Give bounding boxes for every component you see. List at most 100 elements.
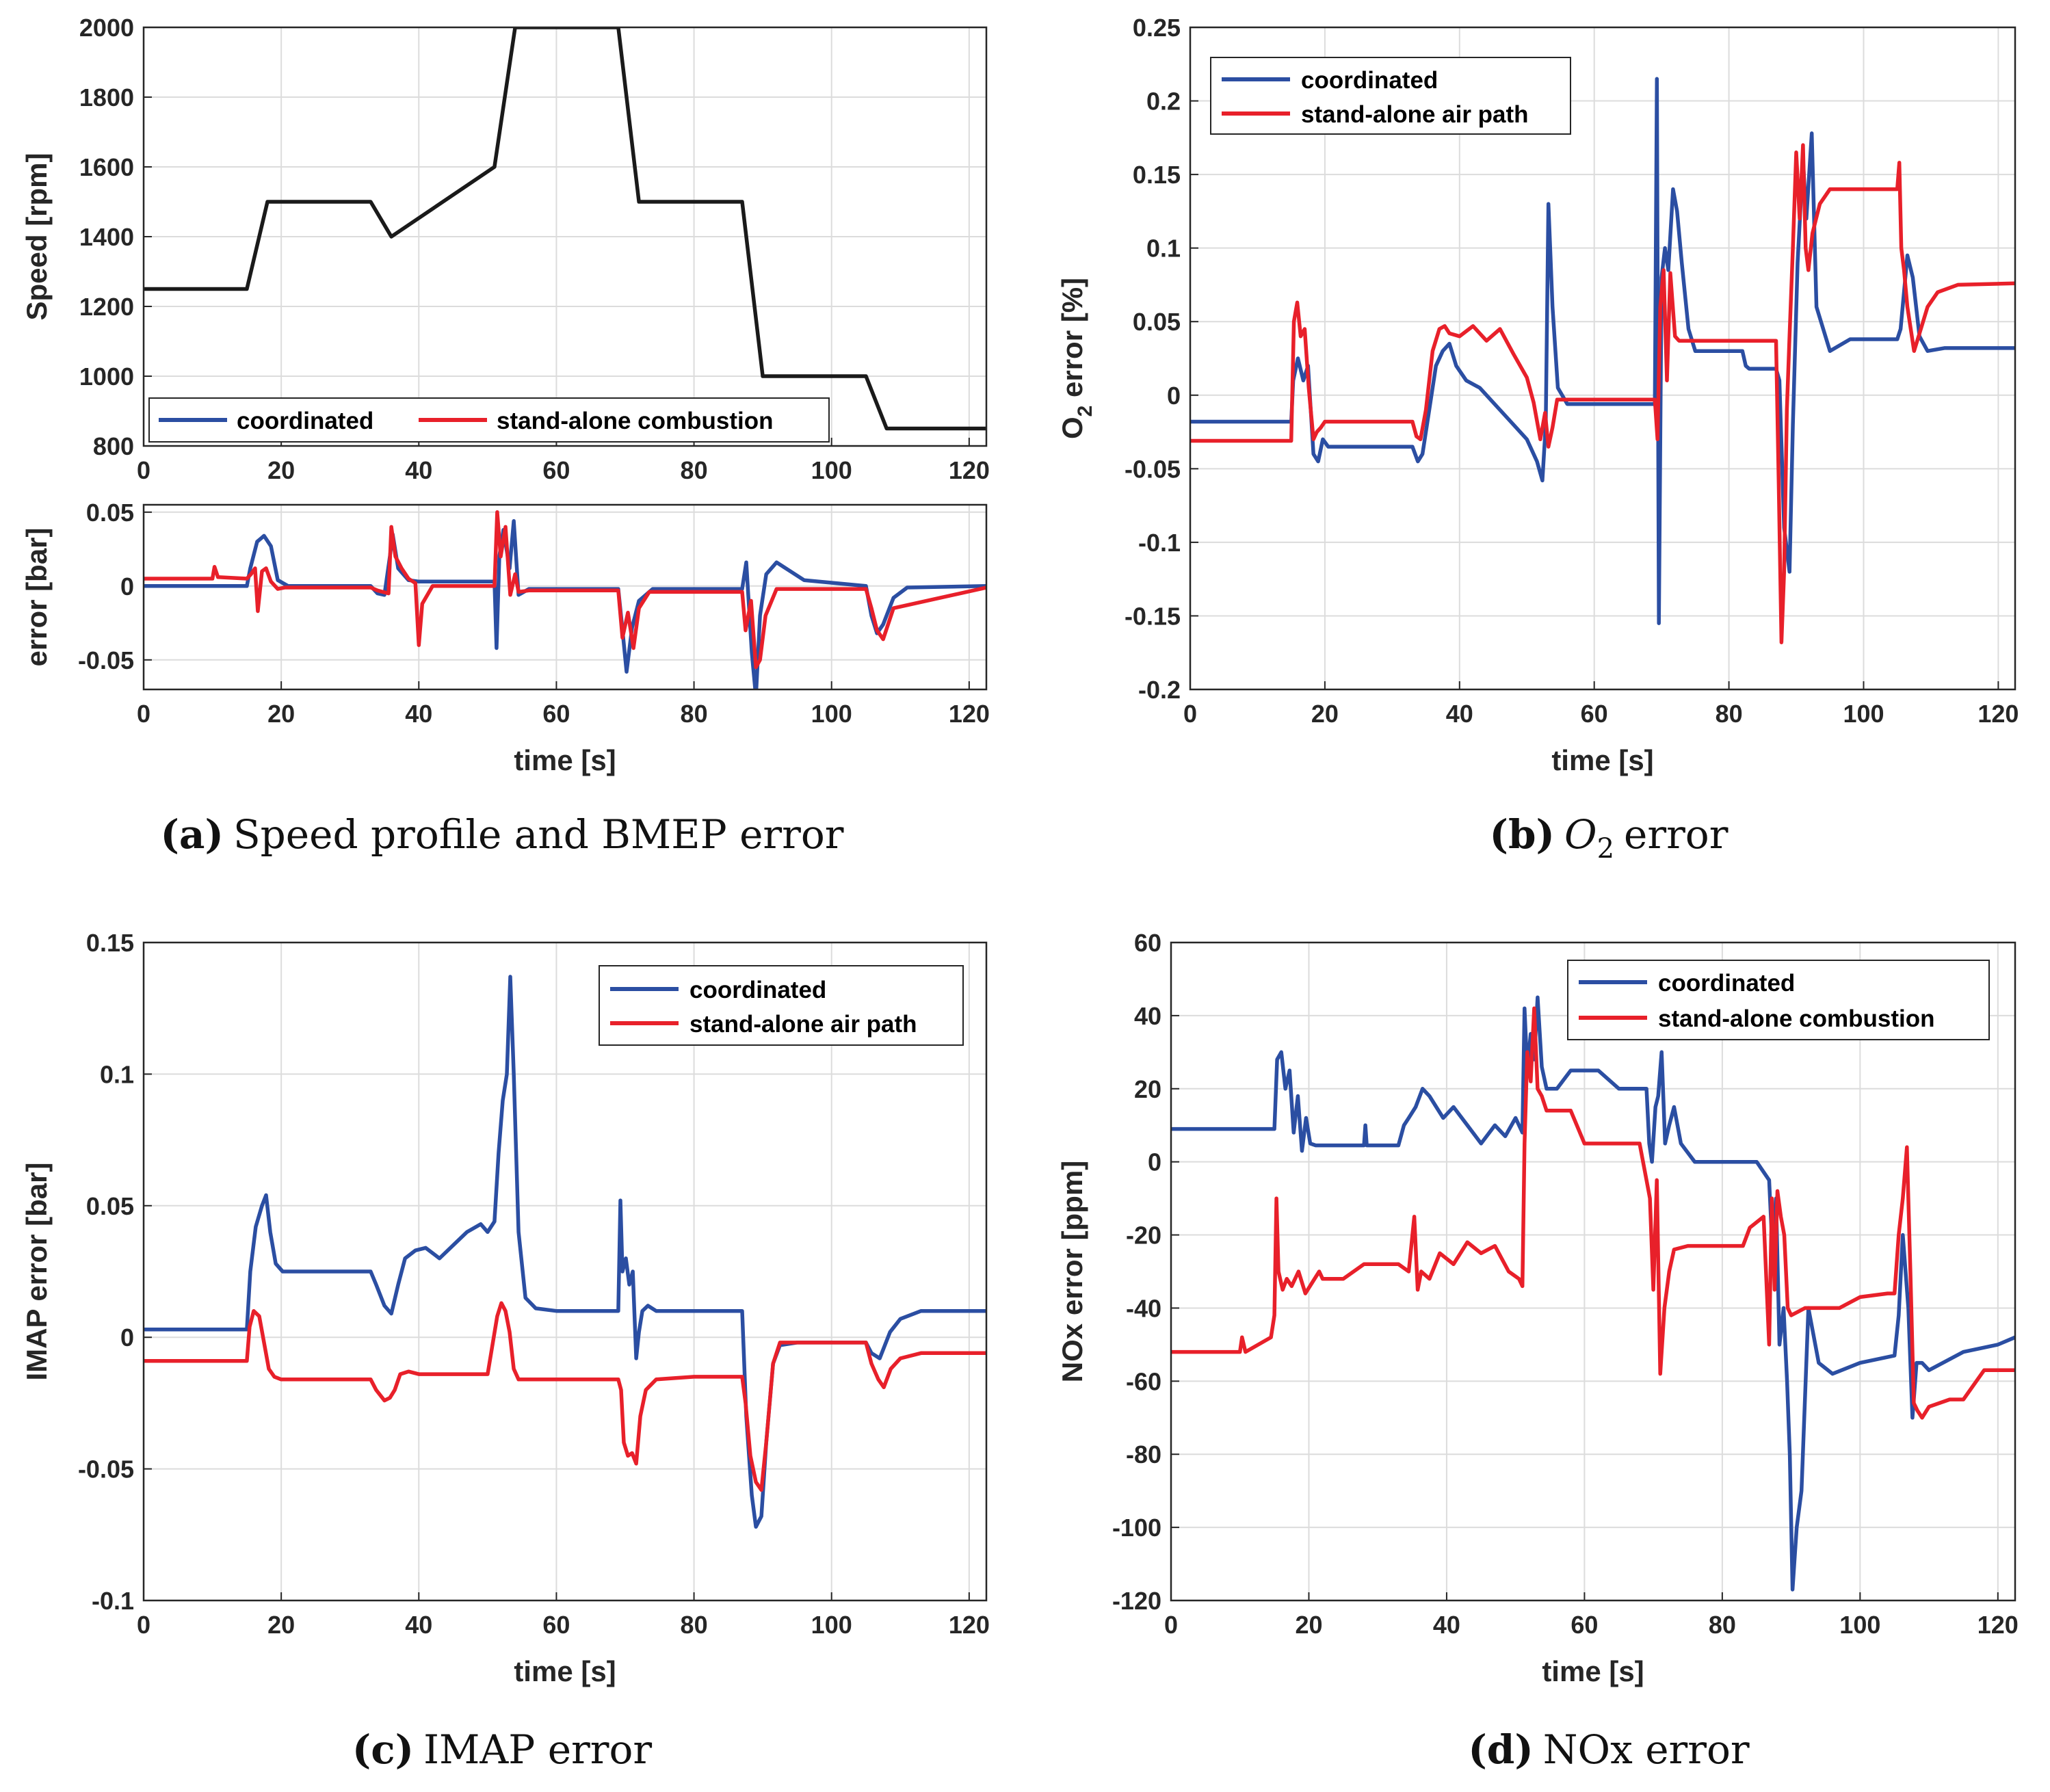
caption-c-text: IMAP error [423, 1726, 652, 1773]
o2-legend-box [1210, 57, 1571, 135]
o2-plot-frame [1189, 26, 2016, 691]
speed-ytick-label: 1400 [79, 223, 134, 251]
bmep-plot-frame [142, 503, 988, 691]
o2-ytick-label: 0.2 [1146, 88, 1181, 116]
caption-b-symbol: O [1564, 811, 1597, 858]
o2-ylabel-symbol: O [1056, 417, 1088, 439]
nox-xtick-label: 40 [1433, 1611, 1460, 1639]
nox-xtick-label: 20 [1295, 1611, 1322, 1639]
speed-xtick-label: 100 [811, 456, 852, 484]
o2-xtick-label: 0 [1183, 700, 1197, 728]
speed-legend-box [148, 397, 830, 443]
caption-d-text: NOx error [1543, 1726, 1750, 1773]
imap-ytick-label: 0.05 [86, 1192, 134, 1220]
caption-c: (c) IMAP error [352, 1726, 653, 1773]
panel-speed: 0 20 40 60 80 100 120 800 1000 1200 1400 1600 1800 20… [21, 14, 990, 484]
o2-xtick-label: 40 [1446, 700, 1473, 728]
o2-ytick-label: -0.2 [1138, 676, 1181, 704]
nox-plot-frame [1170, 941, 2016, 1602]
nox-ytick-label: -40 [1126, 1294, 1161, 1322]
o2-ylabel-rest: error [%] [1056, 278, 1088, 406]
o2-xtick-label: 20 [1311, 700, 1339, 728]
imap-ytick-label: -0.05 [78, 1455, 134, 1484]
nox-ylabel: NOx error [ppm] [1056, 1161, 1088, 1382]
panel-o2: 0 20 40 60 80 100 120 -0.2 -0.15 -0.1 -0.05 0 0.05 0.… [1056, 14, 2019, 776]
imap-xtick-label: 0 [137, 1611, 150, 1639]
o2-ytick-label: 0 [1167, 382, 1181, 410]
speed-ytick-label: 800 [93, 432, 134, 460]
imap-ytick-label: -0.1 [92, 1587, 134, 1615]
bmep-xtick-label: 80 [681, 700, 708, 728]
imap-ylabel: IMAP error [bar] [21, 1163, 53, 1381]
imap-ytick-label: 0.15 [86, 929, 134, 957]
o2-ylabel-subscript: 2 [1074, 406, 1096, 417]
nox-ytick-label: -100 [1112, 1514, 1161, 1542]
imap-series-stand-alone-air-path [144, 1301, 986, 1492]
caption-d-label: (d) [1468, 1726, 1533, 1773]
bmep-xtick-label: 40 [405, 700, 432, 728]
panel-imap: 0 20 40 60 80 100 120 -0.1 -0.05 0 0.05 0.1 0.15 IMA… [21, 929, 990, 1687]
speed-legend-label-coordinated: coordinated [237, 408, 373, 434]
speed-xtick-label: 40 [405, 456, 432, 484]
nox-xtick-label: 0 [1164, 1611, 1178, 1639]
o2-xtick-label: 60 [1581, 700, 1608, 728]
o2-series-stand-alone-air-path [1190, 143, 2015, 644]
nox-ytick-label: 60 [1134, 929, 1161, 957]
nox-legend: coordinated stand-alone combustion [1567, 960, 1990, 1040]
speed-xtick-label: 0 [137, 456, 150, 484]
imap-xtick-label: 20 [267, 1611, 295, 1639]
nox-xlabel: time [s] [1542, 1655, 1644, 1687]
o2-ytick-label: 0.05 [1133, 308, 1181, 336]
bmep-ylabel: error [bar] [21, 527, 53, 666]
caption-a-label: (a) [160, 811, 223, 858]
imap-xtick-label: 60 [542, 1611, 570, 1639]
caption-a: (a) Speed profile and BMEP error [160, 811, 843, 858]
nox-xtick-label: 80 [1709, 1611, 1736, 1639]
speed-plot-frame [142, 26, 988, 447]
imap-plot-frame [142, 941, 988, 1602]
nox-series-stand-alone-combustion [1171, 1006, 2015, 1420]
caption-d: (d) NOx error [1468, 1726, 1750, 1773]
bmep-xtick-label: 100 [811, 700, 852, 728]
imap-xtick-label: 80 [681, 1611, 708, 1639]
o2-legend-label-standalone: stand-alone air path [1301, 101, 1529, 128]
bmep-xtick-label: 60 [542, 700, 570, 728]
nox-xtick-label: 100 [1839, 1611, 1880, 1639]
o2-legend-label-coordinated: coordinated [1301, 67, 1438, 94]
o2-ytick-label: -0.05 [1125, 455, 1181, 483]
bmep-series-coordinated [144, 519, 986, 689]
bmep-xtick-label: 120 [949, 700, 990, 728]
imap-ytick-label: 0.1 [100, 1060, 134, 1088]
speed-legend: coordinated stand-alone combustion [148, 397, 830, 443]
nox-ytick-label: -120 [1112, 1587, 1161, 1615]
nox-ytick-label: 0 [1148, 1148, 1161, 1176]
panel-nox: 0 20 40 60 80 100 120 -120 -100 -80 -60 -40 -20 0 20 40… [1056, 929, 2019, 1687]
caption-a-text: Speed profile and BMEP error [233, 811, 844, 858]
bmep-xtick-label: 20 [267, 700, 295, 728]
speed-ylabel: Speed [rpm] [21, 153, 53, 320]
nox-legend-box [1567, 960, 1990, 1040]
nox-legend-label-coordinated: coordinated [1658, 970, 1795, 997]
caption-b-label: (b) [1490, 811, 1555, 858]
speed-ytick-label: 1600 [79, 153, 134, 181]
bmep-ytick-label: -0.05 [78, 646, 134, 674]
imap-xtick-label: 100 [811, 1611, 852, 1639]
nox-ytick-label: 20 [1134, 1075, 1161, 1103]
nox-legend-label-standalone: stand-alone combustion [1658, 1005, 1934, 1032]
speed-ytick-label: 1200 [79, 293, 134, 321]
nox-series-coordinated [1171, 995, 2015, 1592]
nox-ytick-label: -80 [1126, 1440, 1161, 1468]
o2-series-coordinated [1190, 77, 2015, 625]
speed-series-speed [144, 27, 986, 431]
o2-ytick-label: 0.25 [1133, 14, 1181, 42]
caption-b: (b) O2 error [1490, 811, 1729, 865]
bmep-series-stand-alone-combustion [144, 510, 986, 670]
imap-xlabel: time [s] [514, 1655, 616, 1687]
bmep-ytick-label: 0.05 [86, 499, 134, 527]
caption-b-subscript: 2 [1597, 833, 1614, 865]
imap-series-coordinated [144, 975, 986, 1529]
o2-ytick-label: 0.15 [1133, 161, 1181, 189]
o2-ytick-label: -0.15 [1125, 602, 1181, 630]
caption-b-text: error [1624, 811, 1729, 858]
